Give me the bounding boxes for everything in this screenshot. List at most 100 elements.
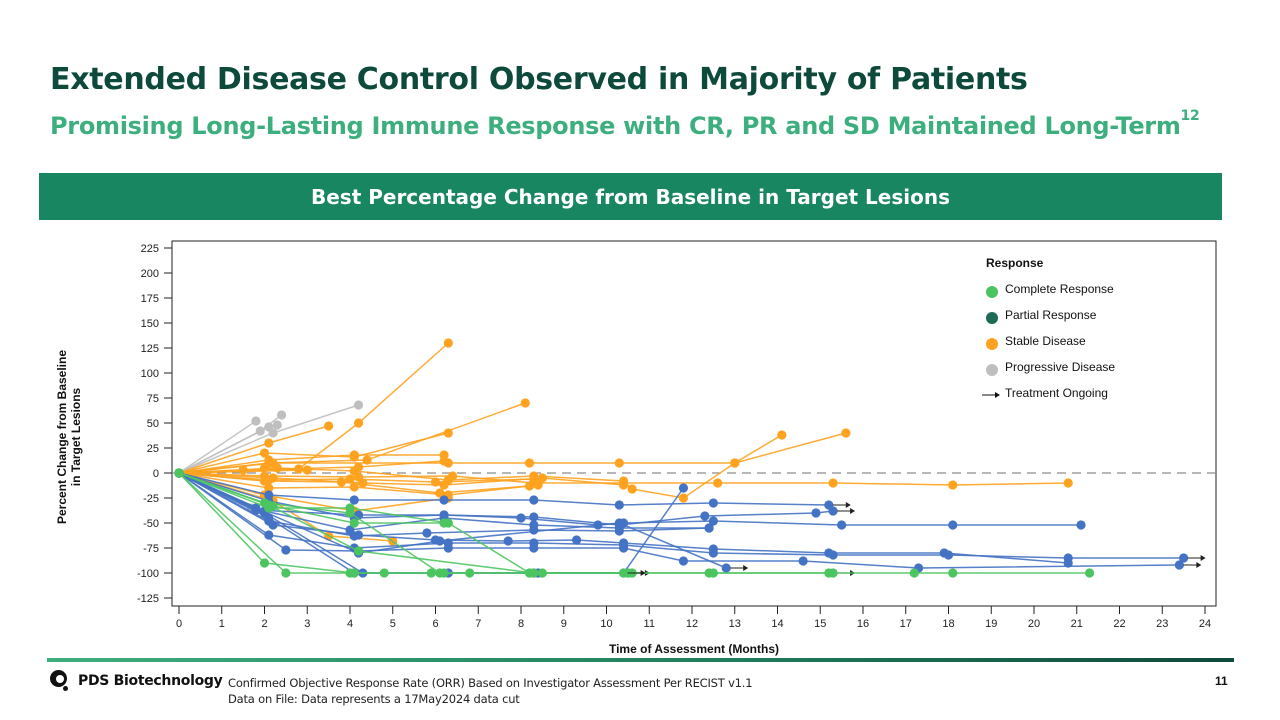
- ongoing-arrow-icon: [850, 508, 856, 514]
- x-tick-label: 4: [347, 618, 353, 630]
- y-tick-label: 150: [141, 318, 159, 330]
- data-point: [948, 568, 958, 578]
- data-point: [1084, 568, 1095, 578]
- data-point: [529, 495, 539, 505]
- legend-marker-sd: [986, 338, 998, 350]
- y-tick-label: -50: [143, 518, 159, 530]
- x-tick-label: 24: [1199, 618, 1211, 630]
- legend-label-pr: Partial Response: [1005, 308, 1097, 322]
- data-point: [264, 455, 274, 465]
- y-tick-label: 25: [147, 443, 159, 455]
- data-point: [909, 568, 919, 578]
- data-point: [730, 458, 740, 468]
- data-point: [259, 448, 270, 458]
- x-tick-label: 19: [985, 618, 997, 630]
- data-point: [1076, 520, 1086, 530]
- data-point: [345, 568, 355, 578]
- data-point: [353, 400, 364, 410]
- data-point: [943, 550, 954, 560]
- data-point: [614, 458, 624, 468]
- data-point: [777, 430, 787, 440]
- data-point: [721, 563, 731, 573]
- legend-marker-cr: [986, 286, 998, 298]
- data-point: [533, 480, 543, 490]
- y-tick-label: 125: [141, 343, 159, 355]
- x-tick-label: 2: [261, 618, 267, 630]
- data-point: [259, 476, 270, 486]
- series-line: [178, 472, 829, 506]
- data-point: [811, 508, 821, 518]
- x-tick-label: 1: [219, 618, 225, 630]
- data-point: [264, 438, 274, 448]
- y-axis-label-line-2: in Target Lesions: [69, 387, 83, 486]
- data-point: [824, 568, 834, 578]
- data-point: [1174, 560, 1184, 570]
- data-point: [268, 428, 278, 438]
- data-point: [708, 548, 718, 558]
- data-point: [448, 471, 458, 481]
- data-point: [1063, 553, 1073, 563]
- data-point: [174, 468, 184, 478]
- slide-subtitle: Promising Long-Lasting Immune Response w…: [50, 108, 1200, 140]
- company-logo: PDS Biotechnology: [50, 670, 223, 692]
- legend-label-sd: Stable Disease: [1005, 334, 1086, 348]
- data-point: [704, 523, 714, 533]
- ongoing-arrow-icon: [1196, 562, 1202, 568]
- data-point: [281, 568, 291, 578]
- legend-marker-pd: [986, 364, 998, 376]
- logo-mark-icon: [50, 670, 70, 692]
- y-tick-label: 200: [141, 268, 159, 280]
- x-tick-label: 9: [561, 618, 567, 630]
- series-cr-38: [174, 468, 646, 578]
- data-point: [841, 428, 851, 438]
- series-line: [178, 454, 445, 474]
- data-point: [529, 568, 539, 578]
- data-point: [430, 477, 441, 487]
- legend-title: Response: [986, 256, 1044, 270]
- data-point: [627, 484, 637, 494]
- data-point: [336, 477, 347, 487]
- series-line: [178, 472, 1090, 574]
- data-point: [426, 568, 436, 578]
- data-point: [619, 543, 629, 553]
- data-point: [251, 416, 261, 426]
- data-point: [678, 556, 689, 566]
- data-point: [264, 513, 274, 523]
- data-point: [828, 506, 838, 516]
- legend-marker-pr: [986, 312, 998, 324]
- data-point: [264, 483, 274, 493]
- data-point: [439, 518, 449, 528]
- data-point: [345, 508, 355, 518]
- footer-divider: [47, 658, 1234, 662]
- y-tick-label: 75: [147, 393, 159, 405]
- data-point: [700, 511, 710, 521]
- data-point: [281, 545, 291, 555]
- footnotes: Confirmed Objective Response Rate (ORR) …: [228, 675, 753, 707]
- x-tick-label: 10: [600, 618, 612, 630]
- x-tick-label: 21: [1071, 618, 1083, 630]
- page-number: 11: [1215, 674, 1228, 688]
- data-point: [264, 500, 274, 510]
- data-point: [439, 480, 449, 490]
- data-point: [349, 518, 359, 528]
- data-point: [272, 420, 282, 430]
- x-tick-label: 0: [176, 618, 182, 630]
- data-point: [678, 493, 689, 503]
- data-point: [435, 568, 445, 578]
- data-point: [678, 483, 689, 493]
- series-line: [178, 432, 449, 474]
- series-line: [178, 420, 257, 474]
- series-line: [178, 472, 624, 486]
- x-tick-label: 17: [900, 618, 912, 630]
- footnote-2: Data on File: Data represents a 17May202…: [228, 692, 520, 706]
- x-tick-label: 11: [644, 618, 655, 630]
- series-line: [178, 472, 1180, 569]
- x-tick-label: 20: [1028, 618, 1040, 630]
- subtitle-text: Promising Long-Lasting Immune Response w…: [50, 112, 1181, 140]
- legend-label-arrow: Treatment Ongoing: [1005, 386, 1108, 400]
- x-tick-label: 16: [857, 618, 869, 630]
- x-tick-label: 5: [390, 618, 396, 630]
- legend-label-cr: Complete Response: [1005, 282, 1114, 296]
- series-pr-30: [174, 468, 749, 573]
